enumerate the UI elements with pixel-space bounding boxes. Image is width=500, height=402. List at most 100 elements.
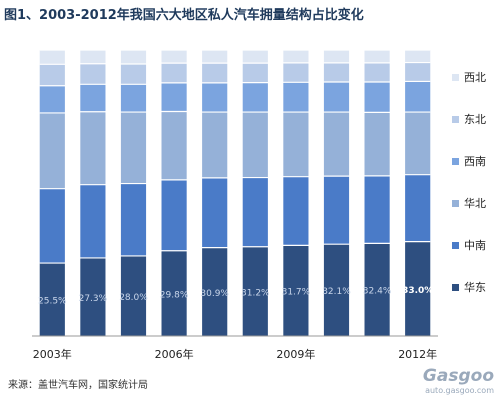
chart-title: 图1、2003-2012年我国六大地区私人汽车拥量结构占比变化 xyxy=(4,8,364,23)
series-divider-中南 xyxy=(39,174,431,190)
legend-swatch-西南 xyxy=(452,158,459,165)
data-label-2006年: 29.8% xyxy=(160,290,189,300)
data-label-2009年: 31.7% xyxy=(282,288,311,298)
series-divider-华东 xyxy=(39,241,431,264)
watermark-logo: Gasgoo auto.gasgoo.com xyxy=(423,366,494,395)
data-label-2010年: 32.1% xyxy=(322,287,351,297)
bar-segment-东北-2005年 xyxy=(120,64,147,85)
x-tick-labels: 2003年 2006年 2009年 2012年 xyxy=(33,347,437,361)
data-label-2004年: 27.3% xyxy=(79,294,108,304)
bar-segment-华北-2012年 xyxy=(405,112,431,175)
bar-segment-东北-2007年 xyxy=(202,63,228,83)
bar-segment-华东-2011年 xyxy=(364,243,390,336)
bar-segment-西南-2004年 xyxy=(80,84,106,112)
bar-segment-中南-2006年 xyxy=(161,179,187,251)
legend-label-西北: 西北 xyxy=(464,71,486,84)
bar-segment-中南-2012年 xyxy=(405,174,431,242)
bar-segment-华北-2006年 xyxy=(161,111,187,180)
bar-segment-西北-2007年 xyxy=(202,50,228,64)
bars-layer xyxy=(39,50,431,336)
bar-segment-东北-2012年 xyxy=(405,62,431,82)
bar-segment-华北-2008年 xyxy=(242,112,268,178)
bar-segment-华东-2012年 xyxy=(405,241,431,336)
bar-segment-华东-2009年 xyxy=(283,245,309,336)
data-label-2008年: 31.2% xyxy=(241,288,270,298)
bar-segment-东北-2010年 xyxy=(323,62,350,83)
bar-segment-华北-2010年 xyxy=(323,112,350,177)
bar-segment-西南-2005年 xyxy=(120,84,147,113)
bar-segment-西北-2004年 xyxy=(80,50,106,64)
bar-segment-中南-2009年 xyxy=(283,176,309,246)
bar-segment-西南-2006年 xyxy=(161,82,187,112)
x-tick-label-2012年: 2012年 xyxy=(398,347,437,361)
bar-segment-西南-2008年 xyxy=(242,82,268,113)
legend-label-华北: 华北 xyxy=(464,196,486,210)
bar-segment-华东-2007年 xyxy=(202,247,228,336)
legend-label-中南: 中南 xyxy=(464,239,486,252)
data-label-2003年: 25.5% xyxy=(38,297,67,307)
bar-segment-东北-2006年 xyxy=(161,63,187,83)
bar-segment-东北-2011年 xyxy=(364,62,390,83)
data-label-2007年: 30.9% xyxy=(200,289,229,299)
bar-segment-西南-2003年 xyxy=(39,85,65,113)
legend-swatch-中南 xyxy=(452,242,459,249)
bar-segment-华东-2003年 xyxy=(39,263,65,336)
series-divider-西南 xyxy=(39,80,431,87)
bar-segment-华东-2004年 xyxy=(80,257,106,336)
bar-segment-西南-2007年 xyxy=(202,82,228,113)
bar-segment-西北-2006年 xyxy=(161,50,187,64)
x-tick-label-2009年: 2009年 xyxy=(276,347,315,361)
watermark-url: auto.gasgoo.com xyxy=(425,386,494,395)
legend-swatch-东北 xyxy=(452,116,459,123)
data-label-2012年: 33.0% xyxy=(402,286,433,296)
legend-label-西南: 西南 xyxy=(464,155,486,168)
bar-segment-西南-2012年 xyxy=(405,81,431,113)
series-divider-东北 xyxy=(39,61,431,65)
bar-segment-西北-2010年 xyxy=(323,50,350,63)
bar-segment-中南-2004年 xyxy=(80,184,106,258)
bar-segment-中南-2008年 xyxy=(242,177,268,247)
bar-segment-华东-2006年 xyxy=(161,250,187,336)
bar-segment-西北-2008年 xyxy=(242,50,268,64)
x-tick-label-2003年: 2003年 xyxy=(33,347,72,361)
legend-label-华东: 华东 xyxy=(464,280,486,294)
bar-segment-中南-2007年 xyxy=(202,177,228,248)
bar-segment-华东-2005年 xyxy=(120,255,147,336)
bar-segment-华东-2010年 xyxy=(323,244,350,336)
x-tick-label-2006年: 2006年 xyxy=(155,347,194,361)
series-divider-华北 xyxy=(39,110,431,114)
bar-segment-西南-2009年 xyxy=(283,82,309,113)
bar-segment-东北-2004年 xyxy=(80,63,106,85)
bar-segment-华北-2009年 xyxy=(283,112,309,177)
bar-segment-华北-2003年 xyxy=(39,112,65,189)
bar-segment-西南-2010年 xyxy=(323,82,350,113)
bar-segment-华北-2011年 xyxy=(364,112,390,176)
data-labels-layer: 25.5% 27.3% 28.0% 29.8% 30.9% 31.2% 31.7% 32.1%… xyxy=(38,286,433,307)
bar-segment-西北-2005年 xyxy=(120,50,147,65)
watermark-logo-text: Gasgoo xyxy=(422,366,494,386)
bar-segment-西南-2011年 xyxy=(364,82,390,113)
series-lines-layer xyxy=(39,49,431,264)
legend-swatch-华东 xyxy=(452,284,459,291)
bar-segment-西北-2011年 xyxy=(364,50,390,63)
bar-segment-中南-2003年 xyxy=(39,188,65,264)
bar-segment-中南-2011年 xyxy=(364,175,390,244)
bar-segment-东北-2009年 xyxy=(283,62,309,83)
data-label-2005年: 28.0% xyxy=(119,293,148,303)
bar-segment-西北-2003年 xyxy=(39,50,65,65)
data-label-2011年: 32.4% xyxy=(363,287,392,297)
legend-label-东北: 东北 xyxy=(464,113,486,126)
bar-segment-中南-2005年 xyxy=(120,183,147,256)
legend-swatch-西北 xyxy=(452,74,459,81)
legend-swatch-华北 xyxy=(452,200,459,207)
bar-segment-华北-2007年 xyxy=(202,112,228,178)
bar-segment-中南-2010年 xyxy=(323,176,350,245)
bar-segment-华东-2008年 xyxy=(242,246,268,336)
source-note: 来源：盖世汽车网，国家统计局 xyxy=(8,380,148,391)
bar-segment-西北-2009年 xyxy=(283,50,309,63)
bar-segment-东北-2008年 xyxy=(242,63,268,83)
bar-segment-西北-2012年 xyxy=(405,50,431,63)
bar-segment-华北-2004年 xyxy=(80,111,106,185)
